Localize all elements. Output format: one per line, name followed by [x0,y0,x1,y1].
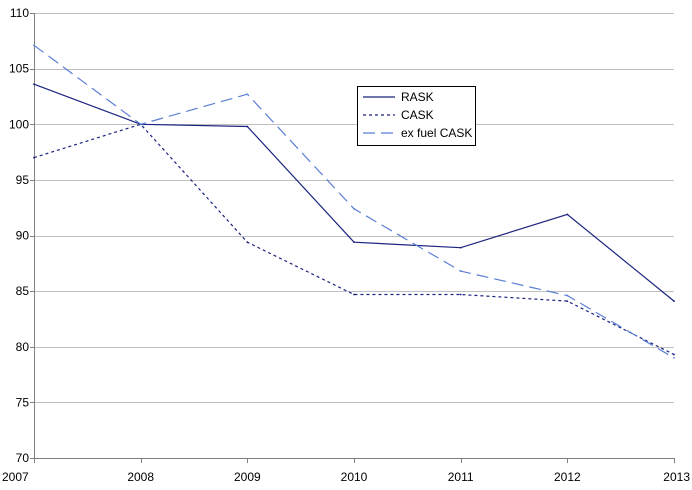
y-tick-label: 105 [9,62,29,76]
data-point [459,246,462,249]
data-point [566,300,569,303]
legend-label: RASK [401,90,434,104]
x-tick-label: 2013 [663,470,690,484]
data-point [33,44,35,47]
x-tick-label: 2011 [448,470,474,484]
data-point [566,294,569,297]
x-tick-label: 2008 [127,470,154,484]
data-point [246,241,249,244]
data-point [459,270,462,272]
y-tick-label: 80 [16,340,30,354]
y-tick-label: 75 [16,395,30,409]
data-point [246,125,249,128]
legend-box [357,86,476,146]
y-axis-ticks: 70 75 80 85 90 95 100 105 110 [9,6,34,465]
y-tick-label: 100 [9,117,29,131]
y-tick-label: 90 [16,229,30,243]
y-tick-label: 85 [16,284,30,298]
x-tick-label: 2012 [554,470,581,484]
data-point [33,83,35,86]
series-lines [33,44,675,359]
data-point [139,123,142,126]
data-point [33,156,35,159]
data-point [353,241,355,244]
data-point [673,353,675,356]
data-point [246,93,249,96]
legend-label: CASK [401,108,434,122]
y-tick-label: 95 [16,173,30,187]
y-tick-label: 70 [16,451,30,465]
data-point [673,356,675,359]
data-point [353,207,355,210]
x-tick-label: 2007 [2,470,29,484]
legend-label: ex fuel CASK [401,126,472,140]
legend: RASK CASK ex fuel CASK [357,86,476,146]
x-tick-label: 2010 [341,470,368,484]
x-axis-ticks: 2007 2008 2009 2010 2011 2012 2013 [2,458,690,484]
x-tick-label: 2009 [234,470,261,484]
y-tick-label: 110 [10,6,29,20]
data-point [566,213,569,216]
data-point [353,293,355,296]
data-point [459,293,462,296]
data-point [673,300,675,303]
